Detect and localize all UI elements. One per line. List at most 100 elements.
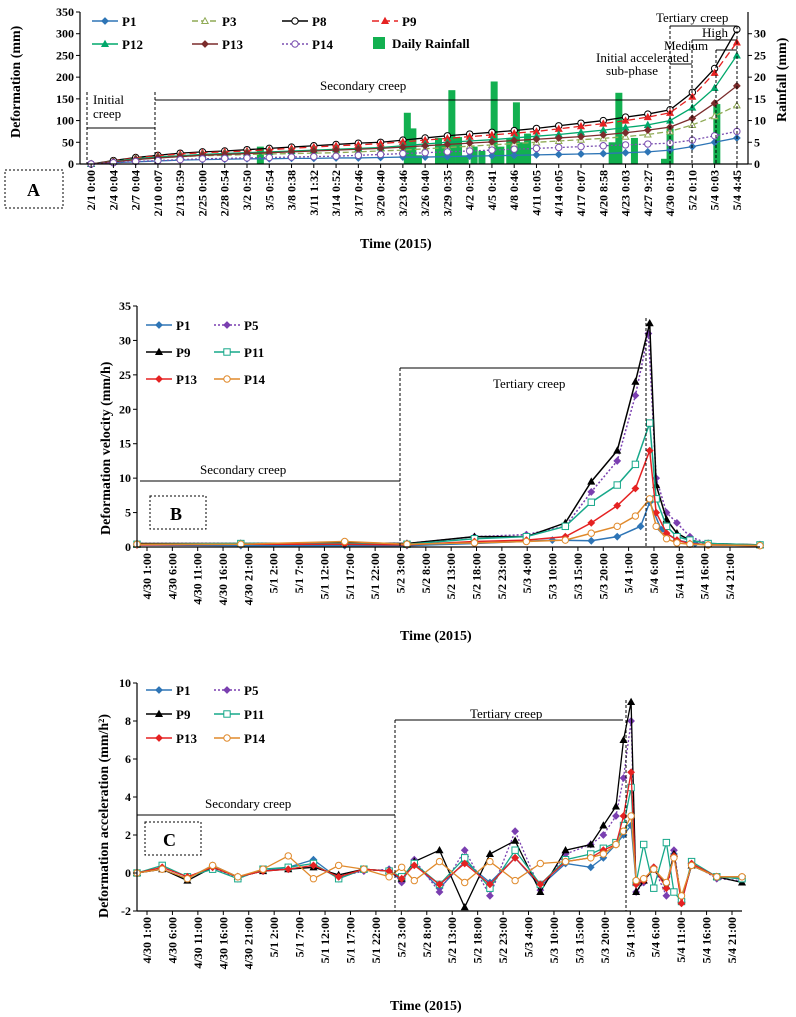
y-b-tick-label: 20 [119, 402, 131, 416]
point-p14 [670, 854, 678, 862]
point-p1 [488, 151, 496, 160]
point-p5 [511, 827, 520, 836]
series-p5 [133, 329, 764, 549]
point-p14 [465, 147, 474, 155]
point-p9 [611, 802, 621, 810]
point-p13 [532, 135, 541, 144]
point-p13 [465, 139, 474, 148]
rainfall-bar [506, 137, 514, 164]
point-p14 [599, 142, 607, 150]
legend-item-p13: P13 [192, 37, 243, 52]
y-a-tick-label: 50 [62, 135, 74, 149]
x-b-tick-label: 5/4 1:00 [622, 553, 636, 593]
point-p14 [627, 812, 635, 820]
x-c-tick-label: 5/4 21:00 [725, 917, 739, 963]
chart-a: 2/1 0:00 2/4 0:04 2/7 0:04 2/10 0:07 2/13 0:… [4, 5, 790, 252]
point-p5 [587, 488, 596, 496]
point-p14 [612, 840, 620, 849]
series-p11 [133, 419, 764, 549]
legend-item-p8: P8 [282, 14, 327, 29]
rainfall-bar [403, 112, 411, 164]
point-p13 [577, 132, 585, 141]
rainfall-bar [518, 142, 526, 164]
series-p14 [133, 495, 764, 550]
x-b-tick-label: 5/1 22:00 [368, 553, 382, 599]
high-label: High [702, 25, 729, 40]
point-p13 [554, 134, 563, 142]
point-p11 [670, 888, 678, 896]
point-p13 [421, 141, 430, 150]
legend-marker-p14 [291, 40, 299, 48]
point-p14 [687, 861, 696, 870]
x-c-tick-label: 5/3 10:00 [547, 917, 561, 963]
point-p14 [243, 154, 251, 162]
point-p14 [632, 876, 640, 885]
point-p14 [511, 876, 519, 885]
point-p1 [587, 536, 596, 545]
x-axis-title-c: Time (2015) [390, 999, 462, 1014]
panel-label-box-c [144, 821, 202, 856]
point-p1 [510, 151, 519, 160]
point-p14 [435, 857, 444, 866]
point-p14 [470, 539, 479, 547]
point-p9 [621, 116, 630, 124]
legend-label-p9: P9 [176, 345, 191, 360]
point-p1 [599, 149, 608, 158]
legend-item-p1: P1 [146, 318, 190, 333]
point-p13 [511, 853, 520, 862]
legend-label-p8: P8 [312, 14, 327, 29]
point-p14 [587, 854, 595, 862]
legend-item-p9: P9 [146, 707, 191, 722]
y-a-tick-label: 150 [56, 92, 74, 106]
x-c-tick-label: 5/4 6:00 [649, 917, 663, 957]
point-p13 [645, 446, 654, 455]
x-b-tick-label: 5/1 2:00 [267, 553, 281, 593]
legend-b: P1 P5 P9 P11 P13 P14 [146, 318, 265, 387]
x-c-tick-label: 5/1 17:00 [343, 917, 357, 963]
x-c-tick-label: 5/2 3:00 [394, 917, 408, 957]
x-c-tick-label: 5/3 15:00 [572, 917, 586, 963]
x-c-tick-label: 5/3 20:00 [598, 917, 612, 963]
point-p14 [645, 495, 654, 503]
point-p13 [677, 899, 686, 908]
point-p9 [599, 821, 608, 829]
x-a-tick-label: 3/20 0:40 [374, 170, 388, 216]
x-b-tick-label: 5/2 18:00 [470, 553, 484, 599]
legend-item-p1: P1 [146, 683, 190, 698]
point-p1 [636, 522, 645, 531]
legend-label-p13: P13 [176, 731, 197, 746]
legend-item-p11: P11 [214, 345, 264, 360]
x-b-tick-label: 4/30 21:00 [241, 553, 255, 605]
point-p13 [488, 137, 496, 146]
point-p14 [673, 539, 681, 547]
legend-marker-p1 [155, 686, 163, 694]
x-b-tick-label: 5/4 11:00 [672, 553, 686, 599]
y2-a-tick-label: 15 [754, 92, 766, 106]
point-p5 [613, 457, 622, 465]
point-p14 [154, 156, 162, 165]
point-p13 [435, 880, 444, 889]
x-b-tick-label: 4/30 11:00 [191, 553, 205, 605]
point-p13 [410, 861, 419, 870]
point-p14 [756, 541, 764, 550]
point-p14 [221, 154, 229, 163]
point-p5 [599, 831, 608, 839]
x-a-tick-label: 4/5 0:41 [485, 170, 499, 210]
point-p13 [619, 812, 628, 820]
legend-label-p11: P11 [244, 707, 264, 722]
legend-marker-p13 [155, 375, 163, 383]
rainfall-bar [470, 146, 478, 164]
point-p5 [460, 846, 469, 855]
x-b-tick-label: 5/1 12:00 [317, 553, 331, 599]
legend-item-p13: P13 [146, 372, 197, 387]
legend-marker-p5 [223, 321, 231, 329]
y-a-tick-label: 100 [56, 114, 74, 128]
point-p1 [532, 150, 541, 159]
point-p9 [619, 735, 628, 744]
point-p11 [613, 481, 621, 489]
point-p14 [510, 145, 518, 153]
point-p9 [485, 849, 494, 858]
point-p13 [621, 128, 630, 137]
x-a-tick-label: 2/1 0:00 [84, 170, 98, 210]
point-p14 [310, 152, 318, 161]
